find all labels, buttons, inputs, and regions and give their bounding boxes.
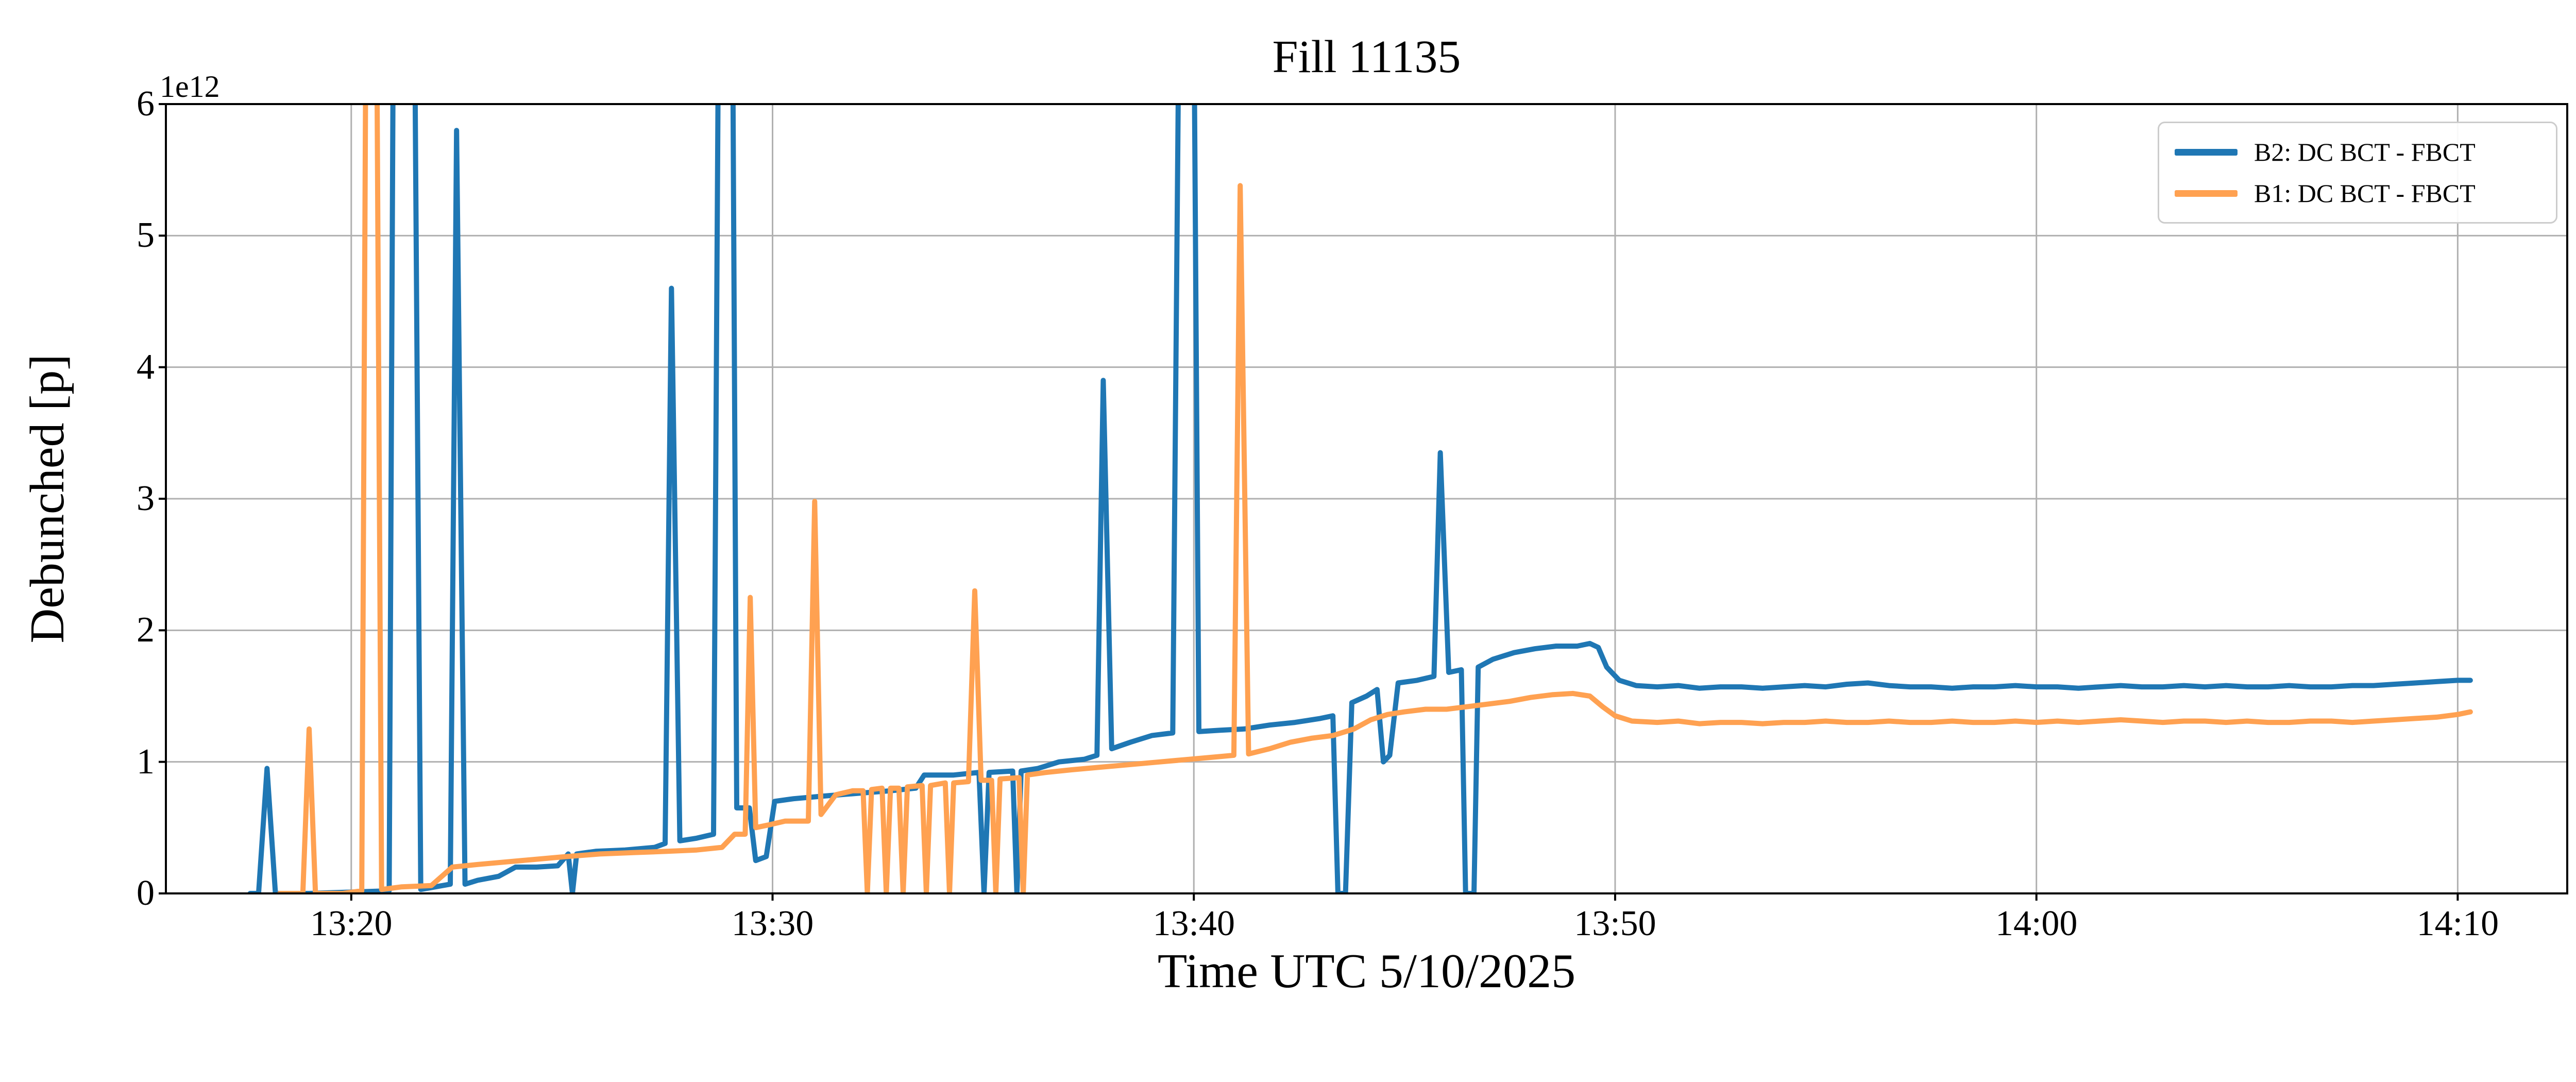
y-tick-label: 5 <box>137 215 155 256</box>
series-group <box>247 104 2473 893</box>
y-axis-offset-text: 1e12 <box>160 70 220 104</box>
y-tick-label: 0 <box>137 873 155 913</box>
series-line-b2 <box>247 104 2473 893</box>
x-tick-label: 14:00 <box>1995 904 2078 943</box>
y-tick-label: 4 <box>137 347 155 387</box>
y-tick-label: 2 <box>137 610 155 650</box>
x-tick-label: 13:30 <box>731 904 814 943</box>
x-tick-label: 13:50 <box>1574 904 1656 943</box>
legend: B2: DC BCT - FBCT B1: DC BCT - FBCT <box>2158 122 2557 224</box>
legend-line-sample-b1 <box>2175 190 2238 197</box>
legend-label-b1: B1: DC BCT - FBCT <box>2254 179 2476 208</box>
x-axis-label: Time UTC 5/10/2025 <box>1157 944 1576 998</box>
legend-label-b2: B2: DC BCT - FBCT <box>2254 138 2476 166</box>
y-tick-label: 3 <box>137 479 155 518</box>
y-tick-label: 1 <box>137 741 155 782</box>
x-tick-label: 13:20 <box>310 904 393 943</box>
legend-entry-b1: B1: DC BCT - FBCT <box>2175 177 2540 210</box>
legend-line-sample-b2 <box>2175 148 2238 156</box>
y-tick-label: 6 <box>137 84 155 124</box>
x-tick-label: 13:40 <box>1153 904 1235 943</box>
legend-entry-b2: B2: DC BCT - FBCT <box>2175 136 2540 168</box>
series-line-b1 <box>277 104 2473 893</box>
chart-title: Fill 11135 <box>1272 31 1461 82</box>
x-tick-label: 14:10 <box>2416 904 2499 943</box>
